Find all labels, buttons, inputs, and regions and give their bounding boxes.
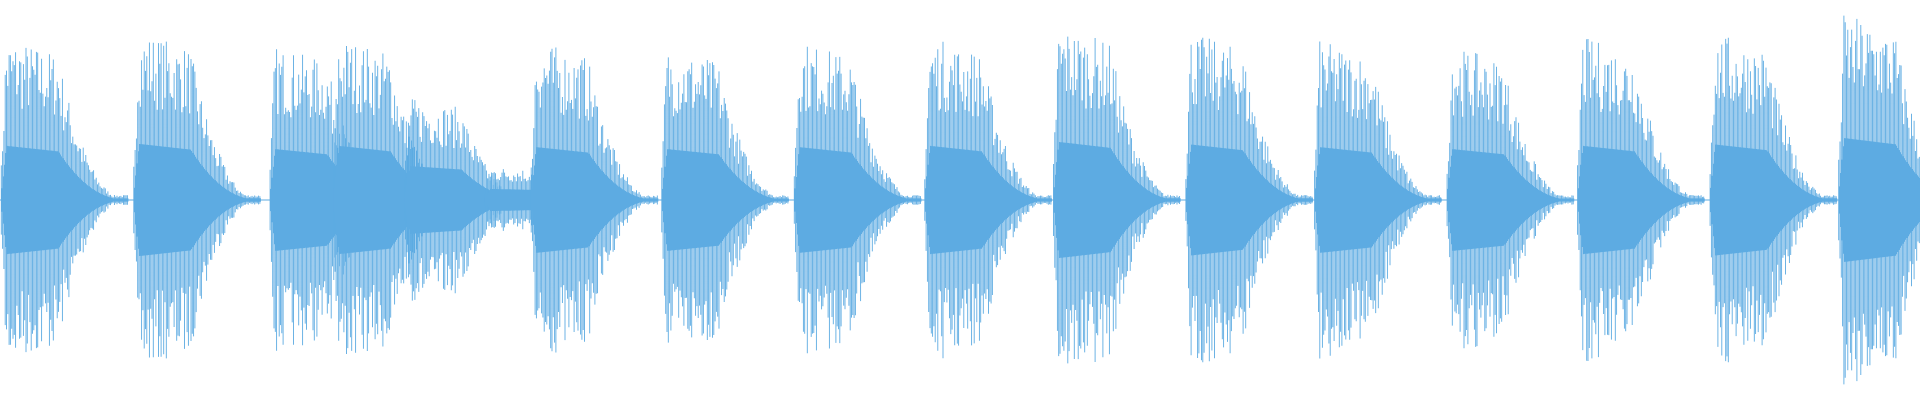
audio-burst: [661, 57, 789, 343]
audio-burst: [924, 41, 1052, 359]
audio-burst: [1709, 37, 1838, 363]
audio-burst: [0, 47, 129, 353]
audio-burst: [1185, 37, 1314, 363]
audio-burst: [1577, 39, 1705, 361]
audio-burst: [133, 41, 261, 359]
audio-burst: [1446, 51, 1575, 349]
audio-burst: [1838, 15, 1920, 385]
audio-burst: [1053, 36, 1181, 364]
audio-burst: [530, 47, 659, 353]
audio-burst: [793, 46, 922, 354]
audio-burst: [1314, 41, 1442, 359]
